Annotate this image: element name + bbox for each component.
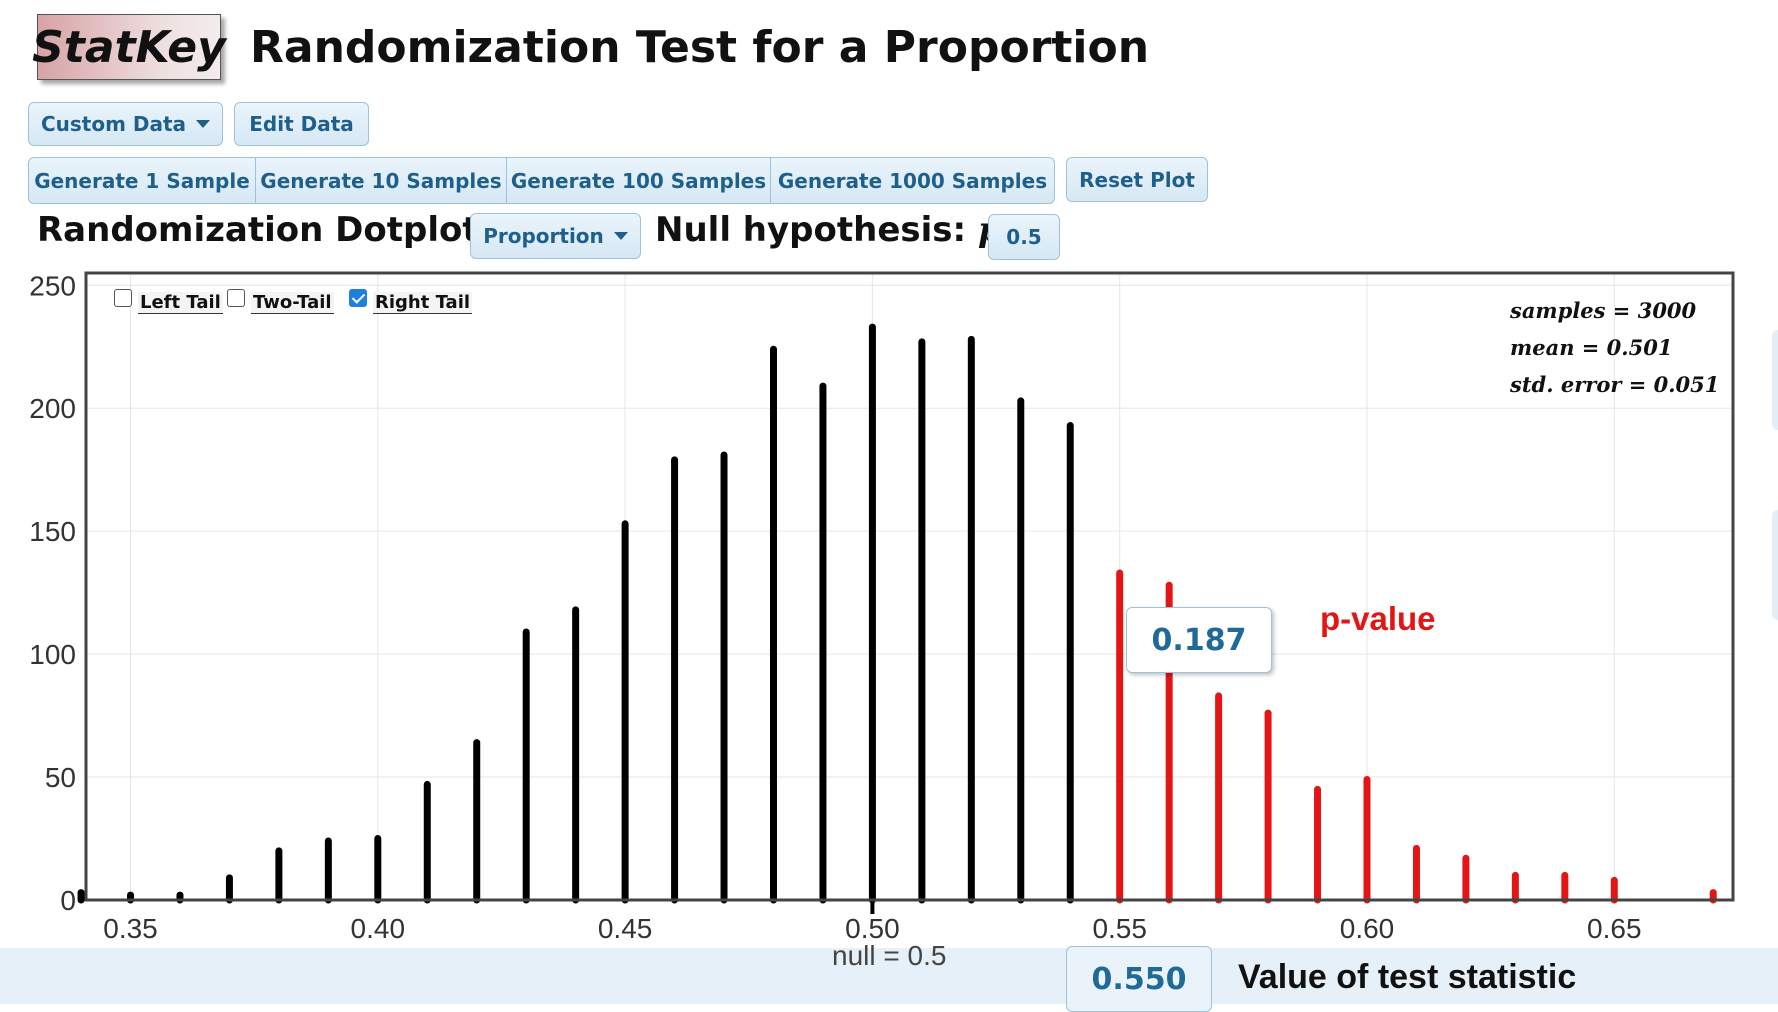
null-value-input[interactable]: 0.5 <box>988 214 1060 260</box>
samples-count: samples = 3000 <box>1510 298 1697 323</box>
null-marker-label: null = 0.5 <box>832 940 947 971</box>
bottom-panel <box>0 948 1778 1004</box>
side-panel-edge <box>1772 510 1778 620</box>
null-hypothesis-text: Null hypothesis: <box>655 210 967 250</box>
statistic-dropdown-label: Proportion <box>483 224 604 248</box>
generate-1000-samples-button[interactable]: Generate 1000 Samples <box>777 168 1048 193</box>
right-tail-checkbox[interactable]: Right Tail <box>349 289 473 314</box>
y-tick-label: 150 <box>29 516 76 547</box>
randomization-dotplot: 0 50 100 150 200 250 0.35 0.40 0.45 0.50 0.55 0.60 0… <box>29 270 1735 944</box>
reset-plot-button[interactable]: Reset Plot <box>1066 157 1208 202</box>
left-tail-checkbox[interactable]: Left Tail <box>114 289 223 314</box>
x-tick-label: 0.60 <box>1340 913 1395 944</box>
x-tick-label: 0.65 <box>1587 913 1642 944</box>
dotplot-label: Randomization Dotplot of <box>37 210 529 250</box>
y-tick-label: 0 <box>60 885 76 916</box>
mean-value: mean = 0.501 <box>1510 335 1673 360</box>
null-hypothesis-label: Null hypothesis: p = <box>655 210 1042 250</box>
generate-button-group: Generate 1 Sample Generate 10 Samples Ge… <box>28 157 1055 204</box>
x-tick-label: 0.55 <box>1092 913 1147 944</box>
two-tail-checkbox[interactable]: Two-Tail <box>227 289 334 314</box>
edit-data-button[interactable]: Edit Data <box>234 102 369 146</box>
two-tail-label[interactable]: Two-Tail <box>251 292 334 314</box>
right-tail-label[interactable]: Right Tail <box>373 292 473 314</box>
test-statistic-input[interactable]: 0.550 <box>1066 946 1212 1012</box>
caret-down-icon <box>196 120 211 128</box>
statistic-dropdown[interactable]: Proportion <box>470 213 641 259</box>
right-tail-checkbox-box[interactable] <box>349 289 367 307</box>
x-tick-label: 0.35 <box>103 913 158 944</box>
custom-data-dropdown[interactable]: Custom Data <box>28 102 223 146</box>
y-tick-label: 50 <box>45 762 76 793</box>
left-tail-label[interactable]: Left Tail <box>138 292 223 314</box>
generate-10-samples-button[interactable]: Generate 10 Samples <box>256 158 507 203</box>
custom-data-label: Custom Data <box>40 112 187 136</box>
side-panel-edge <box>1772 330 1778 430</box>
plot-frame <box>84 271 1735 902</box>
p-value-box: 0.187 <box>1126 607 1272 673</box>
y-tick-label: 200 <box>29 393 76 424</box>
x-tick-label: 0.40 <box>351 913 406 944</box>
caret-down-icon <box>613 232 628 240</box>
two-tail-checkbox-box[interactable] <box>227 289 245 307</box>
x-tick-label: 0.50 <box>845 913 900 944</box>
std-error-value: std. error = 0.051 <box>1510 372 1720 397</box>
y-tick-label: 250 <box>29 270 76 301</box>
generate-1-sample-button[interactable]: Generate 1 Sample <box>29 158 256 203</box>
page-title: Randomization Test for a Proportion <box>250 22 1150 73</box>
statkey-logo[interactable]: StatKey <box>32 14 226 80</box>
x-tick-label: 0.45 <box>598 913 653 944</box>
summary-stats: samples = 3000 mean = 0.501 std. error =… <box>1510 292 1719 403</box>
p-value-label: p-value <box>1320 600 1436 637</box>
y-tick-label: 100 <box>29 639 76 670</box>
left-tail-checkbox-box[interactable] <box>114 289 132 307</box>
generate-100-samples-button[interactable]: Generate 100 Samples <box>507 158 771 203</box>
test-statistic-label: Value of test statistic <box>1238 958 1577 996</box>
